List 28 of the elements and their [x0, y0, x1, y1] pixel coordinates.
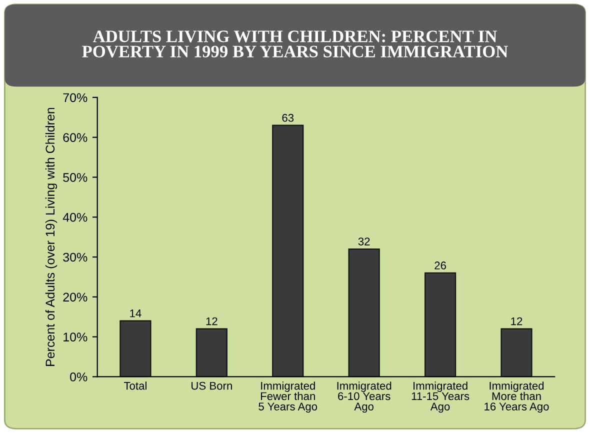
x-tick-label: Immigrated Fewer than 5 Years Ago — [258, 382, 318, 413]
y-tick-label: 30% — [63, 252, 88, 262]
bar — [196, 328, 228, 377]
data-label: 14 — [130, 310, 142, 318]
data-label: 12 — [511, 317, 522, 326]
y-tick-label: 10% — [64, 332, 88, 342]
x-tick-label: Total — [124, 382, 146, 390]
data-label: 63 — [282, 114, 294, 122]
y-axis-title: Percent of Adults (over 19) Living with Children — [45, 108, 58, 366]
data-label: 32 — [358, 238, 370, 246]
chart-title: ADULTS LIVING WITH CHILDREN: PERCENT IN POVERTY IN 1999 BY YEARS SINCE IMMIGRATION — [82, 30, 508, 58]
x-tick-label: Immigrated 6-10 Years Ago — [337, 382, 392, 413]
bar — [424, 272, 456, 377]
x-tick-label: Immigrated 11-15 Years Ago — [412, 382, 470, 413]
x-tick-label: Immigrated More than 16 Years Ago — [484, 382, 549, 413]
y-tick-label: 40% — [62, 212, 88, 222]
x-tick-label: US Born — [192, 382, 232, 390]
bar — [120, 320, 152, 377]
y-tick-label: 70% — [63, 93, 88, 102]
data-label: 26 — [434, 262, 446, 270]
y-tick-label: 20% — [63, 292, 88, 302]
bar — [500, 328, 532, 377]
y-tick-label: 0% — [70, 372, 88, 382]
data-label: 12 — [206, 317, 218, 326]
bar — [272, 124, 304, 377]
y-tick-label: 60% — [63, 133, 88, 142]
y-tick-label: 50% — [63, 173, 88, 182]
bar — [348, 248, 380, 377]
